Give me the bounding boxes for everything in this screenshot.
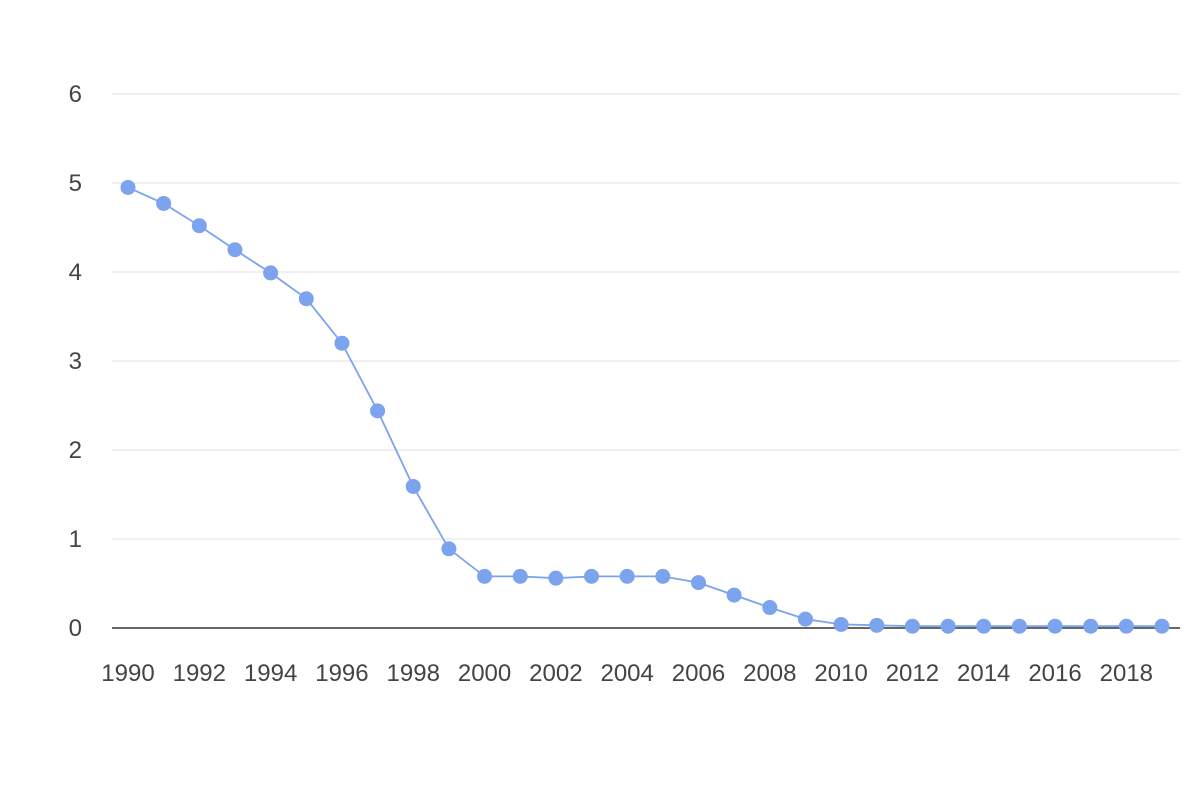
x-tick-label: 1996 <box>315 660 368 687</box>
series-group <box>120 179 1170 634</box>
data-point-1992[interactable] <box>191 218 207 234</box>
data-point-2008[interactable] <box>762 600 778 616</box>
y-tick-label: 6 <box>69 81 82 108</box>
data-point-2013[interactable] <box>940 618 956 634</box>
data-point-1998[interactable] <box>405 478 421 494</box>
x-tick-label: 1998 <box>387 660 440 687</box>
data-point-2002[interactable] <box>548 570 564 586</box>
data-point-2019[interactable] <box>1154 618 1170 634</box>
x-tick-label: 2006 <box>672 660 725 687</box>
x-tick-label: 2012 <box>886 660 939 687</box>
x-axis-tick-labels: 1990 1992 1994 1996 1998 2000 2002 2004 2006 2008… <box>101 660 1153 687</box>
x-tick-label: 1992 <box>173 660 226 687</box>
data-point-1996[interactable] <box>334 335 350 351</box>
x-tick-label: 2000 <box>458 660 511 687</box>
y-tick-label: 3 <box>69 348 82 375</box>
y-tick-label: 2 <box>69 437 82 464</box>
x-tick-label: 2018 <box>1100 660 1153 687</box>
data-point-1995[interactable] <box>298 291 314 307</box>
x-tick-label: 1994 <box>244 660 297 687</box>
data-point-2001[interactable] <box>512 568 528 584</box>
data-point-1993[interactable] <box>227 242 243 258</box>
data-point-2010[interactable] <box>833 616 849 632</box>
data-point-1991[interactable] <box>156 195 172 211</box>
y-tick-label: 5 <box>69 170 82 197</box>
data-point-2006[interactable] <box>690 575 706 591</box>
data-point-2011[interactable] <box>869 617 885 633</box>
data-point-2005[interactable] <box>655 568 671 584</box>
data-point-2000[interactable] <box>477 568 493 584</box>
data-point-2007[interactable] <box>726 587 742 603</box>
data-point-2014[interactable] <box>976 618 992 634</box>
data-point-2016[interactable] <box>1047 618 1063 634</box>
data-point-2004[interactable] <box>619 568 635 584</box>
x-tick-label: 1990 <box>101 660 154 687</box>
data-point-2009[interactable] <box>797 611 813 627</box>
data-point-2018[interactable] <box>1118 618 1134 634</box>
y-tick-label: 0 <box>69 615 82 642</box>
x-tick-label: 2008 <box>743 660 796 687</box>
data-point-2003[interactable] <box>584 568 600 584</box>
y-tick-label: 1 <box>69 526 82 553</box>
data-point-1994[interactable] <box>263 265 279 281</box>
gridlines <box>112 93 1180 540</box>
data-point-1990[interactable] <box>120 179 136 195</box>
data-point-1997[interactable] <box>370 403 386 419</box>
data-point-2017[interactable] <box>1083 618 1099 634</box>
data-point-2012[interactable] <box>904 618 920 634</box>
y-tick-label: 4 <box>69 259 82 286</box>
x-tick-label: 2004 <box>600 660 653 687</box>
x-tick-label: 2002 <box>529 660 582 687</box>
series-line <box>127 186 1162 628</box>
x-tick-label: 2016 <box>1028 660 1081 687</box>
x-tick-label: 2014 <box>957 660 1010 687</box>
x-tick-label: 2010 <box>814 660 867 687</box>
y-axis-tick-labels: 0 1 2 3 4 5 6 <box>69 81 82 642</box>
data-point-1999[interactable] <box>441 541 457 557</box>
data-point-2015[interactable] <box>1011 618 1027 634</box>
